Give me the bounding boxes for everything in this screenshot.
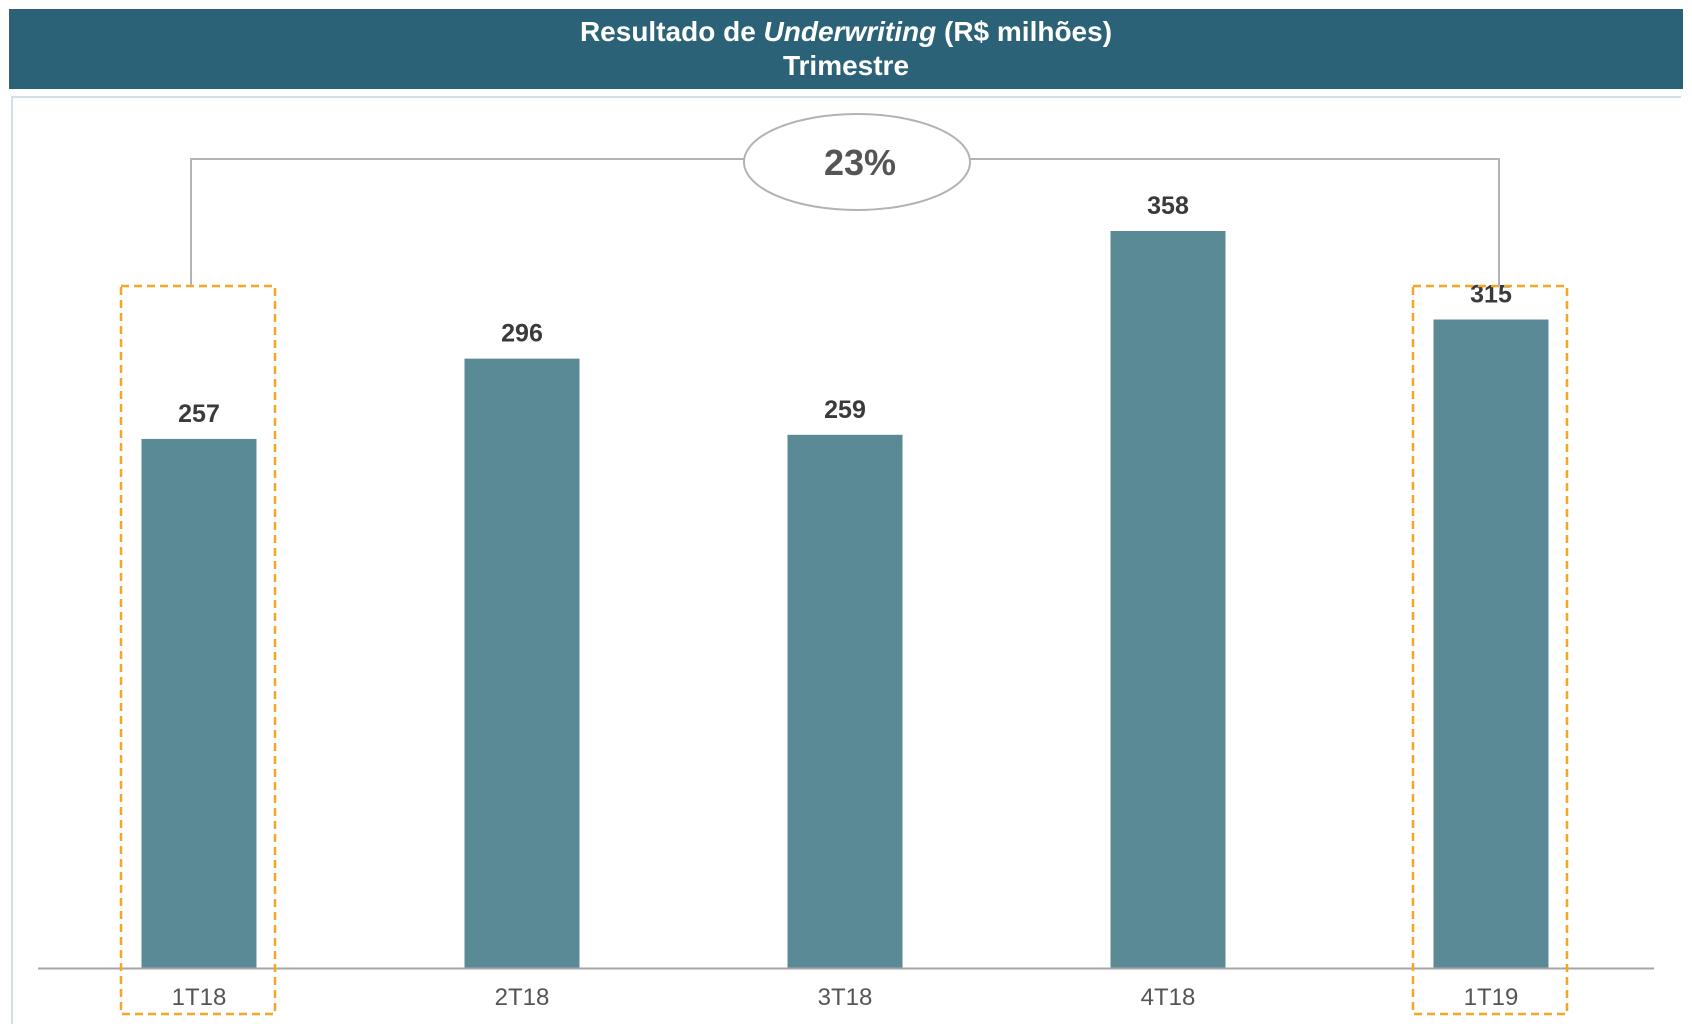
value-label-2T18: 296 [501, 320, 543, 348]
x-tick-label-1T19: 1T19 [1464, 984, 1519, 1011]
bar-4T18 [1110, 231, 1226, 968]
chart-title-suffix: (R$ milhões) [936, 16, 1113, 47]
x-tick-label-4T18: 4T18 [1141, 984, 1196, 1011]
value-label-1T19: 315 [1470, 281, 1512, 309]
growth-label: 23% [824, 142, 896, 183]
chart-title: Resultado de Underwriting (R$ milhões) [580, 15, 1112, 49]
x-tick-label-2T18: 2T18 [495, 984, 550, 1011]
bar-1T19 [1433, 319, 1549, 968]
chart-title-italic: Underwriting [763, 16, 937, 47]
value-label-3T18: 259 [824, 396, 866, 424]
chart-title-prefix: Resultado de [579, 16, 764, 47]
chart-panel [11, 96, 1681, 1024]
growth-ellipse [743, 113, 971, 211]
chart-subtitle: Trimestre [782, 50, 910, 81]
value-label-4T18: 358 [1147, 192, 1189, 220]
x-tick-label-1T18: 1T18 [172, 984, 227, 1011]
bar-2T18 [464, 358, 580, 969]
value-label-1T18: 257 [178, 400, 220, 428]
chart-header: Resultado de Underwriting (R$ milhões) T… [9, 9, 1683, 89]
bar-1T18 [141, 438, 257, 969]
bar-3T18 [787, 434, 903, 968]
x-tick-label-3T18: 3T18 [818, 984, 873, 1011]
